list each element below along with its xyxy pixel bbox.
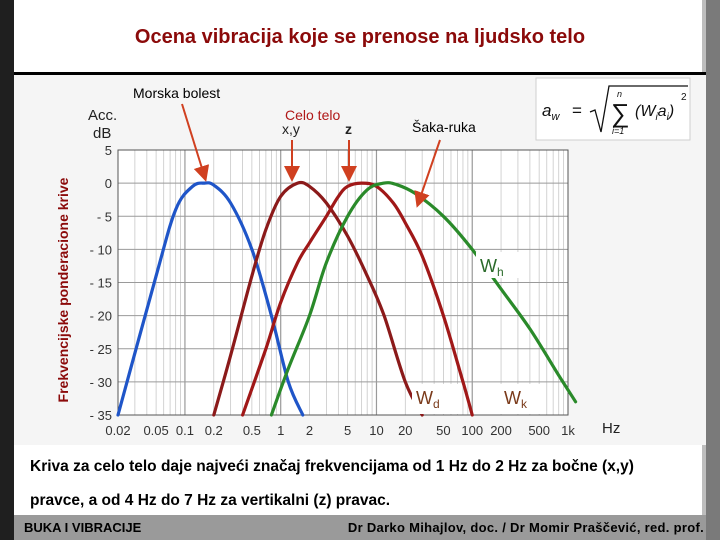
right-border — [706, 0, 720, 540]
label-wh-background — [476, 252, 522, 278]
y-tick-label: - 5 — [97, 209, 112, 224]
svg-text:(Wiai): (Wiai) — [635, 103, 674, 123]
x-tick-label: 200 — [490, 423, 512, 438]
formula-term2: a — [658, 103, 667, 120]
footer-authors: Dr Darko Mihajlov, doc. / Dr Momir Prašč… — [347, 520, 704, 535]
footer-bar — [14, 515, 706, 540]
y-tick-label: - 10 — [90, 242, 112, 257]
y-tick-label: - 30 — [90, 375, 112, 390]
x-tick-label: 1k — [561, 423, 575, 438]
x-tick-label: 50 — [436, 423, 450, 438]
plot-frame — [117, 149, 569, 416]
curve-label-wk-main: W — [504, 388, 521, 408]
curve-hand — [269, 181, 578, 417]
curves — [116, 180, 578, 417]
title-underline — [14, 72, 706, 75]
x-tick-label: 0.02 — [105, 423, 130, 438]
annotation-z: z — [345, 121, 352, 137]
formula-equals: = — [572, 101, 582, 120]
x-axis-unit: Hz — [602, 420, 620, 437]
curve-label-wh: Wh — [480, 256, 504, 279]
arrow-morska-bolest — [181, 103, 210, 182]
y-axis-rotated-label: Frekvencijske ponderacione krive — [55, 177, 71, 402]
label-wd-background — [412, 384, 458, 414]
y-axis-label-acc: Acc. — [88, 107, 117, 124]
formula-term2-sub: i — [667, 112, 670, 123]
svg-text:aw: aw — [542, 101, 560, 123]
curve-label-wh-main: W — [480, 256, 497, 276]
curve-morska — [116, 181, 305, 417]
formula-sum-top: n — [617, 89, 622, 99]
weighting-curves-chart: 50- 5- 10- 15- 20- 25- 30- 35 0.02 0.05 0.… — [55, 77, 691, 438]
arrow-saka-ruka — [414, 139, 441, 208]
x-tick-label: 0.05 — [143, 423, 168, 438]
curve-label-wd-main: W — [416, 388, 433, 408]
x-tick-label: 100 — [461, 423, 483, 438]
formula-lhs: a — [542, 101, 551, 120]
y-tick-label: - 25 — [90, 342, 112, 357]
slide-caption: Kriva za celo telo daje najveći značaj f… — [30, 458, 634, 509]
x-tick-label: 500 — [528, 423, 550, 438]
x-tick-label: 1 — [277, 423, 284, 438]
curve-z — [241, 181, 474, 417]
x-tick-labels: 0.02 0.05 0.1 0.2 0.5 1 2 5 10 20 50 100 200 500 1k — [105, 423, 575, 438]
y-tick-label: 5 — [105, 143, 112, 158]
formula-close: ) — [667, 103, 674, 120]
y-tick-label: - 20 — [90, 309, 112, 324]
curve-xy — [212, 180, 424, 417]
formula-term: (W — [635, 103, 657, 120]
formula-term-sub: i — [655, 112, 658, 123]
x-tick-label: 2 — [306, 423, 313, 438]
y-tick-label: - 35 — [90, 408, 112, 423]
rms-formula: aw = ∑ n i=1 (Wiai) 2 — [535, 77, 691, 141]
label-wk-background — [500, 384, 546, 414]
formula-sum-bottom: i=1 — [612, 126, 624, 136]
curve-label-wk-sub: k — [521, 397, 528, 411]
annotation-xy: x,y — [282, 121, 300, 137]
x-tick-label: 0.1 — [176, 423, 194, 438]
x-tick-label: 0.5 — [243, 423, 261, 438]
x-tick-label: 10 — [369, 423, 383, 438]
annotation-celo-telo: Celo telo — [285, 107, 340, 123]
formula-sum-sign: ∑ — [611, 98, 630, 128]
footer-course: BUKA I VIBRACIJE — [24, 520, 142, 535]
y-tick-label: - 15 — [90, 276, 112, 291]
x-tick-label: 0.2 — [205, 423, 223, 438]
formula-power: 2 — [681, 92, 687, 103]
annotation-saka-ruka: Šaka-ruka — [412, 119, 476, 135]
y-tick-labels: 5 0 - 5 - 10 - 15 - 20 - 25 - 30 - 35 — [90, 143, 112, 423]
y-axis-unit: dB — [93, 125, 111, 142]
y-tick-label: 0 — [105, 176, 112, 191]
x-tick-label: 5 — [344, 423, 351, 438]
curve-label-wd: Wd — [416, 388, 440, 411]
formula-lhs-sub: w — [551, 111, 560, 123]
curve-label-wh-sub: h — [497, 265, 504, 279]
x-tick-label: 20 — [398, 423, 412, 438]
annotation-morska-bolest: Morska bolest — [133, 85, 220, 101]
curve-label-wk: Wk — [504, 388, 528, 411]
curve-label-wd-sub: d — [433, 397, 440, 411]
formula-box — [535, 77, 691, 141]
left-border — [0, 0, 14, 540]
slide-title: Ocena vibracija koje se prenose na ljuds… — [134, 26, 586, 48]
formula-root — [589, 85, 688, 133]
